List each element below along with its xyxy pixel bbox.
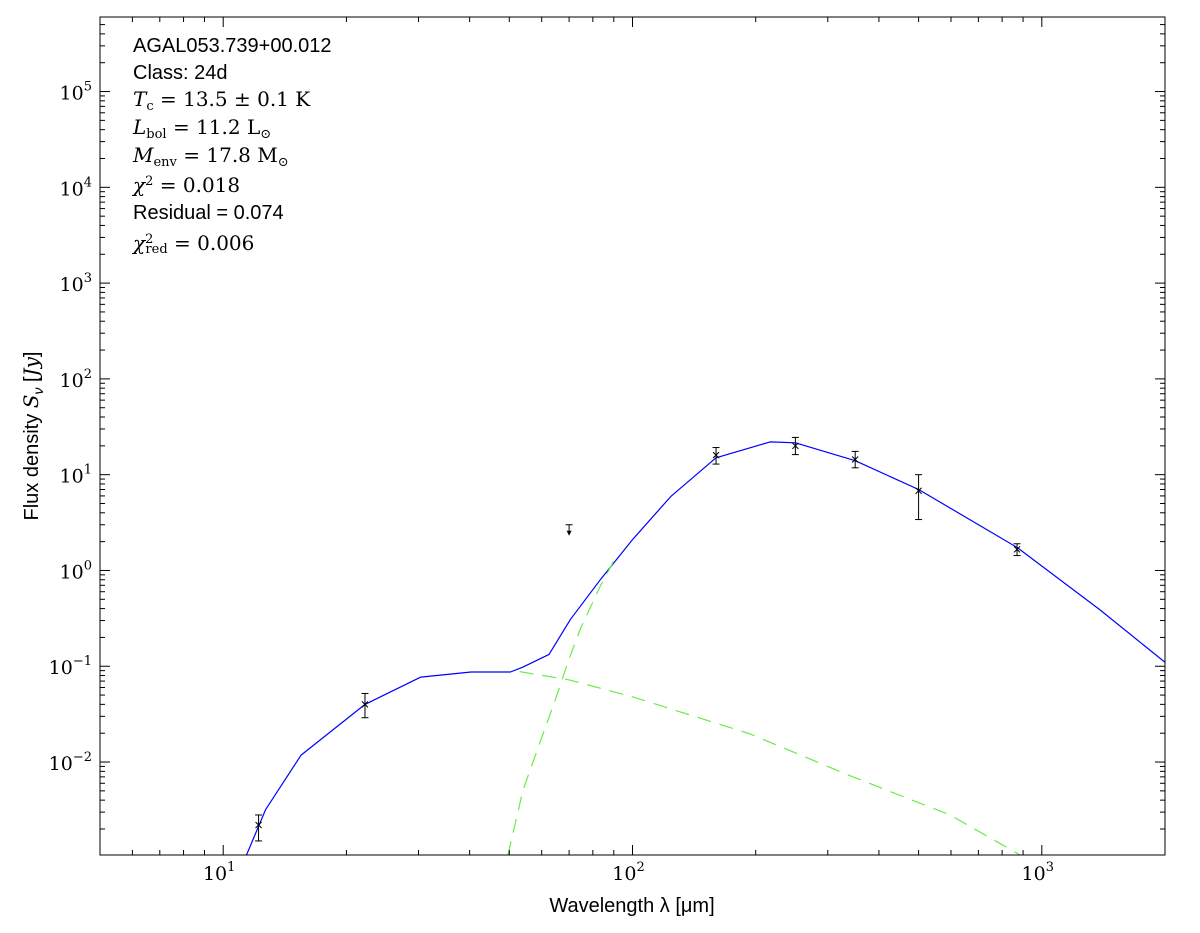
lbol-label: Lbol = 11.2 L⊙	[132, 115, 271, 142]
x-marker	[712, 451, 720, 459]
data-point	[851, 450, 859, 469]
data-point	[712, 447, 720, 465]
y-tick-label: 105	[60, 80, 92, 105]
warm-component-curve	[519, 671, 1021, 855]
x-marker	[1013, 546, 1021, 553]
data-point	[361, 692, 369, 719]
upper-limit-arrow	[566, 530, 572, 536]
y-label-text: Flux density	[21, 408, 43, 520]
chi2-label: χ2 = 0.018	[131, 173, 240, 197]
residual-label: Residual = 0.074	[133, 202, 284, 224]
data-points	[255, 436, 1021, 842]
y-tick-label: 10−2	[49, 750, 92, 775]
tc-label: Tc = 13.5 ± 0.1 K	[133, 87, 311, 114]
total-model-curve	[245, 441, 1165, 855]
menv-label: Menv = 17.8 M⊙	[132, 143, 289, 170]
axis-ticks	[99, 16, 1166, 855]
data-point	[915, 474, 923, 521]
model-curves	[245, 441, 1165, 855]
x-marker	[851, 456, 859, 463]
plot-frame	[99, 16, 1166, 856]
x-tick-label: 102	[612, 860, 644, 885]
cold-component-curve	[507, 553, 619, 855]
data-point	[791, 436, 799, 456]
class-label: Class: 24d	[133, 62, 228, 84]
data-point	[1013, 543, 1021, 557]
source-name: AGAL053.739+00.012	[133, 35, 332, 57]
y-tick-label: 102	[60, 367, 92, 392]
x-marker	[255, 821, 262, 829]
y-tick-label: 103	[60, 271, 92, 296]
x-axis-label: Wavelength λ [μm]	[549, 895, 714, 917]
y-tick-label: 10−1	[49, 654, 92, 679]
y-axis-label: Flux density Sν [Jy]	[19, 352, 46, 521]
y-tick-label: 101	[60, 463, 92, 488]
annotation-box: AGAL053.739+00.012 Class: 24d Tc = 13.5 …	[131, 35, 332, 257]
x-marker	[915, 487, 922, 495]
y-tick-label: 100	[60, 558, 92, 583]
x-tick-label: 101	[203, 860, 235, 885]
x-marker	[361, 701, 369, 708]
x-marker	[792, 442, 799, 450]
y-tick-label: 104	[60, 175, 92, 200]
data-point	[255, 814, 263, 842]
chi2red-label: χ2 red = 0.006	[131, 231, 254, 257]
x-tick-label: 103	[1022, 860, 1054, 885]
upper-limit	[565, 524, 573, 536]
